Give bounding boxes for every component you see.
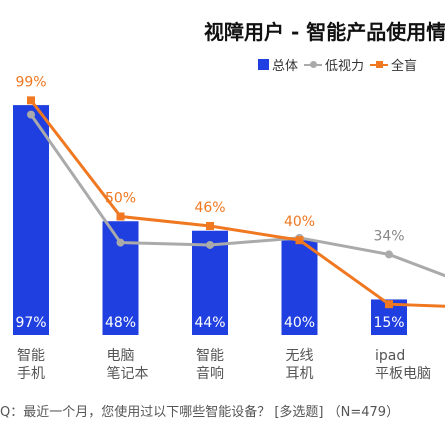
bar-label-3: 40% <box>284 315 315 331</box>
bar-label-2: 44% <box>194 315 225 331</box>
legend-swatch-blind <box>370 59 389 70</box>
category-label-4-1: 平板电脑 <box>375 366 431 382</box>
legend-swatch-overall <box>258 59 269 70</box>
point-label-1-2: 46% <box>194 200 225 216</box>
legend: 总体 低视力 全盲 <box>258 55 417 74</box>
legend-item-low-vision: 低视力 <box>304 55 364 74</box>
point-1-0 <box>27 96 35 105</box>
category-label-4-0: ipad <box>375 348 405 364</box>
point-0-4 <box>385 250 393 259</box>
category-label-3-1: 耳机 <box>286 366 314 382</box>
legend-label-low-vision: 低视力 <box>325 59 365 74</box>
bar-label-1: 48% <box>105 315 136 331</box>
point-0-2 <box>206 240 214 249</box>
bar-label-0: 97% <box>15 315 46 331</box>
legend-label-blind: 全盲 <box>391 59 418 74</box>
category-label-0-1: 手机 <box>17 366 45 382</box>
point-label-1-3: 40% <box>284 214 315 230</box>
point-label-0-4: 34% <box>373 228 404 244</box>
point-0-0 <box>27 110 35 119</box>
point-1-3 <box>295 236 304 245</box>
point-label-1-0: 99% <box>15 74 46 90</box>
point-label-1-1: 50% <box>105 191 136 207</box>
point-1-2 <box>206 221 214 230</box>
category-label-2-0: 智能 <box>196 348 224 364</box>
category-label-0-0: 智能 <box>17 348 45 364</box>
point-1-1 <box>116 212 125 221</box>
line-series-0 <box>29 113 445 278</box>
line-series-1 <box>29 99 445 308</box>
bar-3 <box>281 240 318 335</box>
legend-swatch-low-vision <box>304 59 323 70</box>
category-label-1-1: 笔记本 <box>107 366 149 382</box>
legend-label-overall: 总体 <box>272 59 299 74</box>
footnote: Q：最近一个月，您使用过以下哪些智能设备？ [多选题] （N=479） <box>0 405 400 420</box>
category-label-2-1: 音响 <box>196 365 224 382</box>
category-label-1-0: 电脑 <box>107 348 135 364</box>
point-0-1 <box>116 238 125 247</box>
bar-label-4: 15% <box>373 315 404 331</box>
legend-item-blind: 全盲 <box>370 55 417 74</box>
bar-0 <box>13 105 49 335</box>
category-label-3-0: 无线 <box>286 348 314 364</box>
point-1-4 <box>385 300 393 309</box>
legend-item-overall: 总体 <box>258 55 298 74</box>
chart-title: 视障用户 - 智能产品使用情 <box>204 20 445 44</box>
